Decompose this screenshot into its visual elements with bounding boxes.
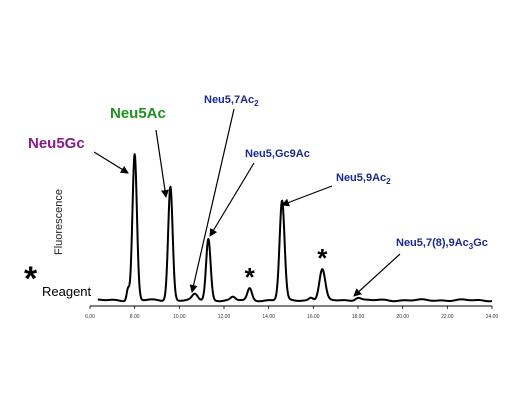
arrow-neu5gc [93, 151, 129, 174]
peak-label-neu5gc: Neu5Gc [28, 135, 85, 152]
x-axis-ticks: 6.00 8.00 10.00 12.00 14.00 16.00 18.00 20.00 22… [85, 306, 498, 320]
x-tick-label: 22.00 [441, 314, 454, 320]
annotation-arrows [93, 108, 401, 297]
arrow-neu57ac2 [189, 108, 235, 293]
peak-label-neu59ac2: Neu5,9Ac2 [336, 172, 391, 186]
legend-asterisk: * [24, 260, 38, 298]
legend-label: Reagent [42, 284, 92, 299]
arrow-neu5ac [155, 129, 169, 198]
arrow-neu5789ac3gc [353, 253, 401, 297]
x-tick-label: 6.00 [85, 314, 95, 320]
peak-label-neu5789ac3gc: Neu5,7(8),9Ac3Gc [396, 237, 488, 251]
peak-label-neu5gc9ac: Neu5,Gc9Ac [245, 148, 310, 160]
x-tick-label: 20.00 [396, 314, 409, 320]
chromatogram-trace [97, 153, 493, 303]
legend: * Reagent [24, 260, 92, 299]
arrow-neu59ac2 [281, 185, 333, 207]
x-tick-label: 24.00 [486, 314, 499, 320]
reagent-markers: ** [245, 243, 329, 292]
reagent-asterisk-2: * [317, 243, 328, 273]
x-tick-label: 12.00 [218, 314, 231, 320]
y-axis-label: Fluorescence [53, 189, 65, 255]
peak-label-neu5ac: Neu5Ac [110, 105, 166, 122]
peak-label-neu57ac2: Neu5,7Ac2 [204, 94, 259, 108]
x-tick-label: 18.00 [352, 314, 365, 320]
x-tick-label: 10.00 [173, 314, 186, 320]
x-tick-label: 8.00 [130, 314, 140, 320]
x-tick-label: 14.00 [262, 314, 275, 320]
arrow-neu5gc9ac [209, 162, 255, 237]
reagent-asterisk-1: * [245, 262, 256, 292]
peak-labels: Neu5Gc Neu5Ac Neu5,7Ac2 Neu5,Gc9Ac Neu5,9Ac2… [28, 94, 488, 251]
x-tick-label: 16.00 [307, 314, 320, 320]
